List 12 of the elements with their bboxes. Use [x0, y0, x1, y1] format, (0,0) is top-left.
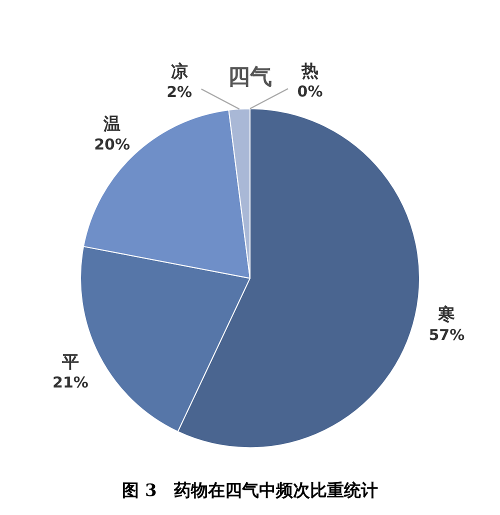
chart-title: 四气: [228, 64, 272, 90]
data-label: 57%: [428, 326, 465, 344]
data-label: 20%: [94, 135, 130, 154]
text: 0%: [297, 82, 323, 101]
slice-label: 温: [102, 114, 121, 134]
category-label: 热: [302, 62, 318, 82]
slice-label: 凉: [170, 62, 188, 82]
data-label: 21%: [52, 374, 88, 392]
slice-label: 平: [60, 352, 79, 373]
caption: 图 3 药物在四气中频次比重统计: [121, 480, 379, 502]
slice-label: 寒: [437, 305, 456, 326]
data-label: 2%: [166, 83, 192, 102]
